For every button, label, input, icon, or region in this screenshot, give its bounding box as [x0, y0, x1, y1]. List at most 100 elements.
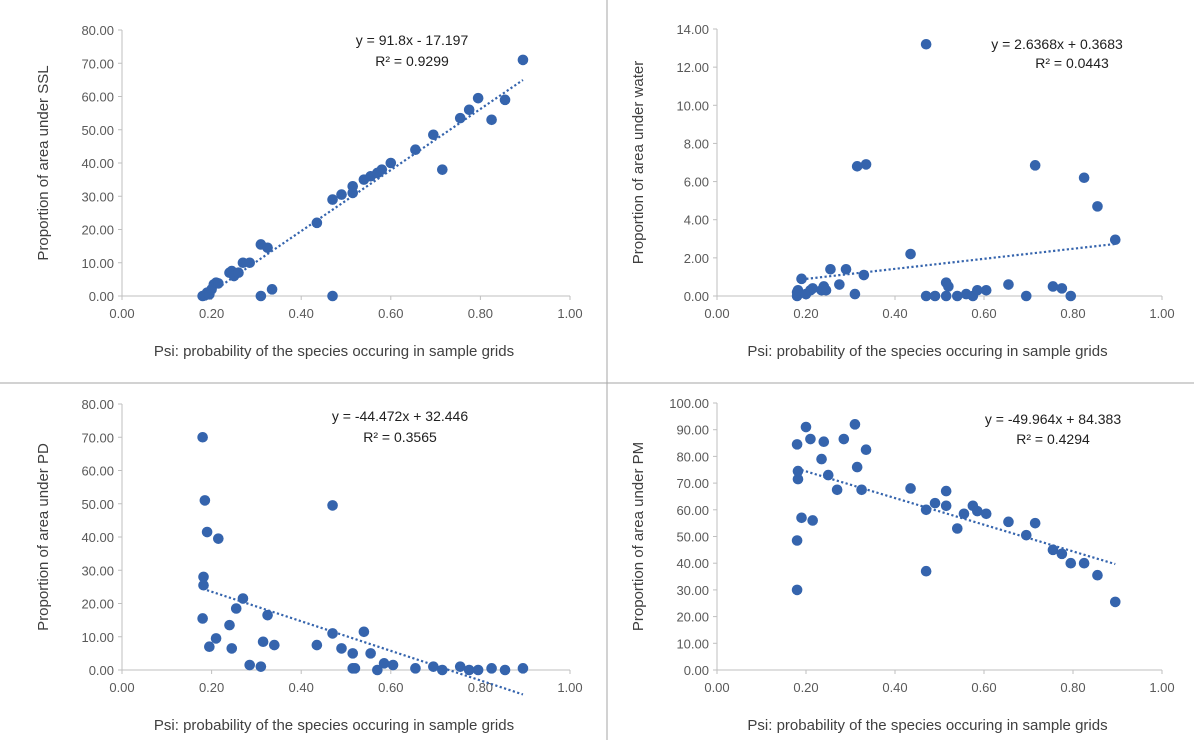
data-point [860, 444, 872, 456]
data-point [372, 664, 383, 676]
y-tick-label: 80.00 [81, 397, 114, 412]
data-point [825, 264, 836, 275]
data-point [851, 461, 863, 473]
data-point [1092, 201, 1103, 212]
x-tick-label: 0.00 [704, 306, 729, 321]
data-point [792, 465, 804, 477]
data-point [920, 565, 932, 577]
y-tick-label: 12.00 [676, 60, 709, 75]
y-tick-label: 0.00 [89, 289, 114, 304]
x-tick-label: 0.60 [378, 306, 403, 321]
data-point [807, 515, 818, 526]
data-point [796, 273, 807, 285]
data-point [327, 290, 338, 302]
trendline [202, 587, 524, 696]
x-tick-label: 1.00 [1149, 306, 1174, 321]
data-point [849, 419, 861, 430]
data-point [940, 500, 952, 512]
data-point [226, 643, 238, 654]
data-point [454, 112, 466, 124]
x-tick-label: 1.00 [557, 306, 582, 321]
data-point [499, 664, 511, 676]
y-tick-label: 10.00 [81, 256, 114, 271]
x-tick-label: 0.20 [199, 306, 224, 321]
y-tick-label: 40.00 [81, 530, 114, 545]
data-point [952, 290, 963, 302]
data-point [905, 483, 916, 494]
data-point [1109, 234, 1121, 246]
x-tick-label: 0.20 [793, 680, 818, 695]
data-point [818, 436, 830, 448]
x-tick-label: 0.00 [704, 680, 729, 695]
data-point [472, 92, 484, 104]
data-point [472, 664, 484, 676]
y-tick-label: 20.00 [81, 597, 114, 612]
y-tick-label: 10.00 [676, 98, 709, 113]
x-axis-title: Psi: probability of the species occuring… [154, 717, 514, 734]
y-tick-label: 10.00 [81, 630, 114, 645]
data-point [920, 290, 932, 302]
data-point [816, 453, 827, 465]
data-point [255, 661, 267, 672]
y-tick-label: 60.00 [81, 90, 114, 105]
data-point [213, 533, 224, 544]
data-point [233, 267, 244, 279]
data-point [1056, 548, 1068, 560]
data-point [197, 613, 208, 624]
data-point [820, 284, 832, 296]
data-point [204, 641, 215, 653]
x-tick-label: 0.60 [971, 680, 996, 695]
y-axis-title: Proportion of area under PD [35, 443, 52, 631]
y-tick-label: 30.00 [81, 563, 114, 578]
data-point [972, 284, 983, 296]
data-point [198, 571, 209, 583]
x-tick-label: 0.20 [793, 306, 818, 321]
r-squared-label: R² = 0.9299 [375, 53, 449, 69]
data-point [255, 290, 267, 302]
data-point [385, 157, 397, 169]
data-point [198, 579, 209, 591]
data-point [463, 104, 475, 116]
data-point [807, 283, 818, 294]
data-point [213, 278, 224, 289]
data-point [1092, 569, 1103, 581]
data-point [311, 217, 323, 229]
data-point [376, 164, 388, 175]
data-point [940, 485, 952, 497]
y-tick-label: 50.00 [81, 123, 114, 138]
data-point [454, 661, 466, 672]
y-tick-label: 8.00 [684, 136, 709, 151]
y-axis-title: Proportion of area under water [630, 61, 647, 264]
data-point [920, 38, 932, 50]
data-point [838, 433, 850, 445]
x-tick-label: 0.00 [109, 306, 134, 321]
y-tick-label: 80.00 [676, 449, 709, 464]
data-point [1003, 516, 1014, 528]
data-point [1029, 160, 1041, 171]
r-squared-label: R² = 0.4294 [1016, 431, 1090, 447]
data-point [199, 495, 211, 506]
data-point [856, 484, 867, 496]
data-point [224, 619, 235, 631]
y-axis-title: Proportion of area under SSL [35, 65, 52, 260]
data-point [378, 658, 390, 669]
x-tick-label: 0.40 [289, 680, 314, 695]
data-point [499, 94, 511, 106]
trendline-equation: y = -44.472x + 32.446 [332, 408, 468, 424]
data-point [822, 469, 834, 481]
data-point [327, 500, 338, 511]
data-point [428, 129, 439, 141]
data-point [262, 242, 273, 254]
data-point [210, 633, 222, 644]
data-point [805, 433, 816, 445]
trendline-equation: y = -49.964x + 84.383 [985, 411, 1121, 427]
y-tick-label: 70.00 [81, 56, 114, 71]
data-point [410, 663, 421, 674]
y-tick-label: 30.00 [81, 189, 114, 204]
y-tick-label: 40.00 [676, 556, 709, 571]
trendline-equation: y = 91.8x - 17.197 [356, 32, 469, 48]
data-point [365, 648, 376, 659]
data-point [486, 663, 497, 674]
